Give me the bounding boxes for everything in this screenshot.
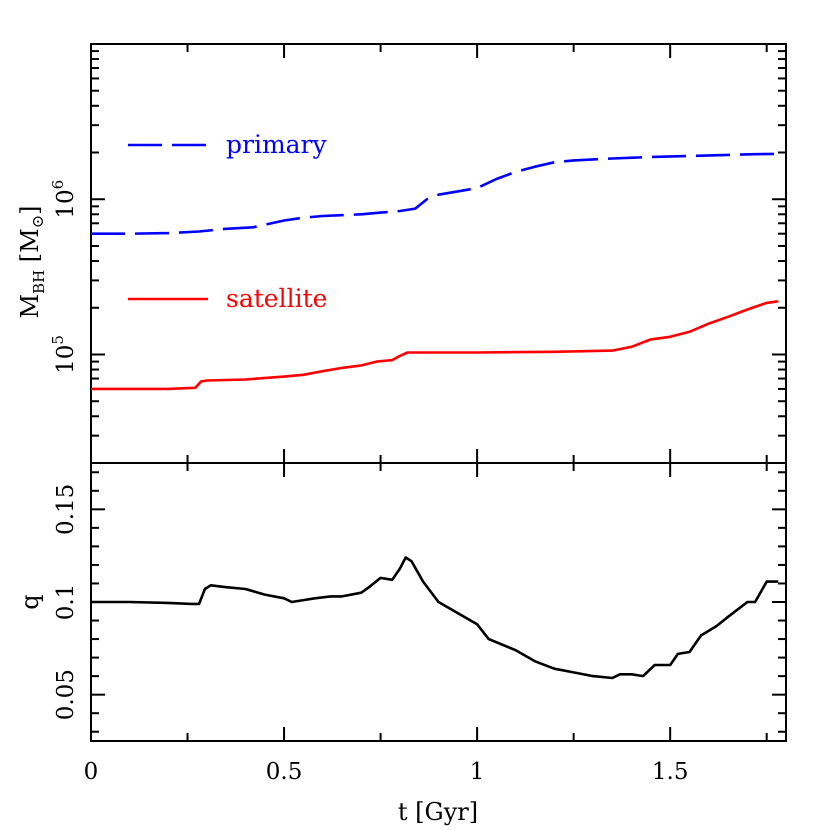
y-tick-exp: 5 <box>49 335 67 345</box>
y-axis-title-top: MBH [M⊙] <box>16 205 48 318</box>
y-axis-title-sub: BH <box>30 270 48 294</box>
y-tick-label: 0.05 <box>53 669 79 720</box>
top-panel <box>90 43 787 464</box>
x-tick-label: 0.5 <box>266 759 303 785</box>
y-tick-base: 10 <box>53 345 79 374</box>
legend-label-satellite: satellite <box>226 284 327 313</box>
bottom-panel <box>90 462 787 742</box>
x-tick-label: 1.5 <box>652 759 689 785</box>
x-tick-label: 1 <box>470 759 485 785</box>
y-tick-label: 105 <box>49 335 79 374</box>
series-line-satellite <box>91 300 779 391</box>
y-tick-exp: 6 <box>49 180 67 190</box>
series-line-primary <box>91 152 779 235</box>
legend-label-primary: primary <box>226 130 328 159</box>
top-panel-frame <box>90 43 787 464</box>
y-axis-title-unit-close: ] <box>16 205 44 214</box>
y-tick-label: 0.1 <box>53 584 79 621</box>
y-tick-label: 0.15 <box>53 484 79 535</box>
x-tick-label: 0 <box>84 759 99 785</box>
series-line-q <box>91 556 779 680</box>
y-axis-title-unit-open: [M <box>16 228 44 270</box>
y-axis-title-main: M <box>16 294 44 319</box>
x-axis-title: t [Gyr] <box>398 798 478 826</box>
y-tick-base: 10 <box>53 189 79 218</box>
y-axis-title-bottom: q <box>16 594 44 609</box>
y-tick-label: 106 <box>49 180 79 219</box>
y-axis-title-unit-sym: ⊙ <box>28 215 47 228</box>
